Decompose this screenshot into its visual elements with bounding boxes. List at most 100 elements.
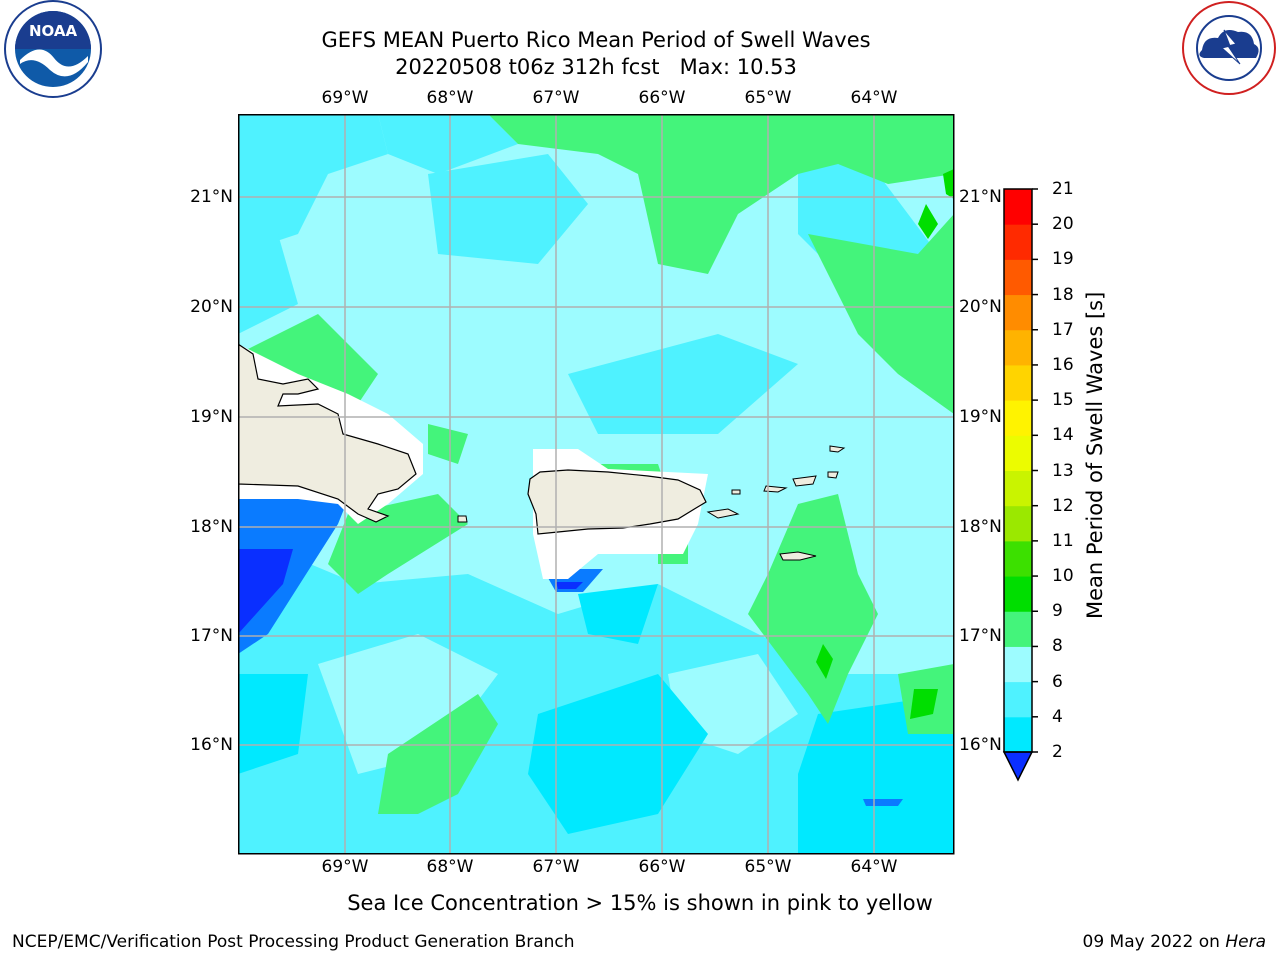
colorbar-segment bbox=[1004, 505, 1032, 542]
swell-region-9-10 bbox=[488, 114, 954, 274]
swell-region-6-8 bbox=[568, 334, 798, 434]
footer-date: 09 May 2022 on bbox=[1082, 932, 1220, 952]
sea-ice-note: Sea Ice Concentration > 15% is shown in … bbox=[347, 891, 933, 915]
lon-tick-top: 65°W bbox=[744, 88, 792, 108]
lat-tick-right: 18°N bbox=[959, 517, 1002, 537]
lon-tick-bottom: 68°W bbox=[426, 857, 474, 877]
colorbar-segment bbox=[1004, 716, 1032, 753]
swell-region-10-11 bbox=[943, 169, 954, 199]
lon-tick-bottom: 65°W bbox=[744, 857, 792, 877]
swell-region-below-2 bbox=[556, 582, 583, 589]
hispaniola-land bbox=[238, 343, 417, 523]
mona-island bbox=[457, 515, 468, 523]
colorbar-segment bbox=[1004, 646, 1032, 683]
colorbar-tick-label: 21 bbox=[1052, 179, 1074, 199]
swell-region-9-10 bbox=[378, 694, 498, 814]
colorbar-tick-label: 2 bbox=[1052, 742, 1063, 762]
colorbar-segment bbox=[1004, 681, 1032, 718]
tortola-island bbox=[792, 475, 817, 487]
lat-tick-left: 19°N bbox=[190, 407, 233, 427]
colorbar-segment bbox=[1004, 224, 1032, 260]
swell-region-9-10 bbox=[748, 494, 878, 724]
colorbar-tick-label: 8 bbox=[1052, 636, 1063, 657]
swell-region-10-11 bbox=[910, 689, 938, 719]
lat-tick-left: 16°N bbox=[190, 735, 233, 755]
colorbar-tick-label: 16 bbox=[1052, 354, 1074, 375]
swell-region-4-6 bbox=[578, 584, 658, 644]
lon-tick-bottom: 69°W bbox=[321, 857, 369, 877]
colorbar-tick-label: 19 bbox=[1052, 249, 1074, 270]
swell-region-2-4 bbox=[238, 499, 348, 654]
footer-machine: Hera bbox=[1225, 932, 1266, 952]
swell-region-9-10 bbox=[428, 424, 468, 464]
map-subtitle: 20220508 t06z 312h fcst Max: 10.53 bbox=[0, 54, 1192, 80]
forecast-cycle: 20220508 t06z 312h fcst bbox=[395, 55, 660, 79]
colorbar-tick-label: 14 bbox=[1052, 425, 1074, 446]
lon-tick-bottom: 67°W bbox=[532, 857, 580, 877]
max-value: Max: 10.53 bbox=[679, 55, 797, 79]
swell-region-10-11 bbox=[918, 204, 938, 239]
swell-region-10-11 bbox=[816, 644, 833, 679]
colorbar-tick-label: 11 bbox=[1052, 530, 1074, 551]
colorbar-tick-label: 6 bbox=[1052, 671, 1063, 692]
lat-tick-right: 21°N bbox=[959, 187, 1002, 207]
st-thomas-island bbox=[763, 485, 788, 493]
lon-tick-top: 67°W bbox=[532, 88, 580, 108]
virgin-gorda-island bbox=[827, 471, 839, 479]
colorbar-segment bbox=[1004, 576, 1032, 612]
noaa-logo-icon: NOAA bbox=[4, 0, 102, 98]
lon-tick-top: 64°W bbox=[850, 88, 898, 108]
colorbar-tick-label: 18 bbox=[1052, 284, 1074, 305]
lon-tick-bottom: 66°W bbox=[638, 857, 686, 877]
map-title: GEFS MEAN Puerto Rico Mean Period of Swe… bbox=[321, 28, 871, 52]
colorbar-title: Mean Period of Swell Waves [s] bbox=[1083, 291, 1107, 619]
nws-logo-icon bbox=[1182, 1, 1276, 95]
noaa-logo-text: NOAA bbox=[29, 22, 78, 40]
lon-tick-bottom: 64°W bbox=[850, 857, 898, 877]
swell-region-9-10 bbox=[808, 214, 954, 414]
lat-tick-right: 16°N bbox=[959, 735, 1002, 755]
colorbar-tick-label: 13 bbox=[1052, 460, 1074, 481]
lon-tick-top: 68°W bbox=[426, 88, 474, 108]
lon-tick-top: 66°W bbox=[638, 88, 686, 108]
map-panel bbox=[238, 114, 955, 855]
footer-left: NCEP/EMC/Verification Post Processing Pr… bbox=[12, 932, 575, 952]
colorbar-segment bbox=[1004, 189, 1032, 225]
anegada-island bbox=[829, 445, 846, 453]
lat-tick-right: 17°N bbox=[959, 626, 1002, 646]
swell-region-6-8 bbox=[378, 114, 518, 174]
colorbar-tick-label: 4 bbox=[1052, 706, 1063, 727]
culebra-island bbox=[731, 489, 741, 495]
footer-right: 09 May 2022 on Hera bbox=[1083, 932, 1267, 952]
colorbar-tick-label: 12 bbox=[1052, 495, 1074, 516]
colorbar-segment bbox=[1004, 294, 1032, 331]
colorbar-tick-label: 9 bbox=[1052, 601, 1063, 622]
colorbar-tick-label: 10 bbox=[1052, 566, 1074, 587]
colorbar-tick-label: 20 bbox=[1052, 214, 1074, 235]
colorbar bbox=[1002, 188, 1038, 782]
lat-tick-left: 17°N bbox=[190, 626, 233, 646]
colorbar-segment bbox=[1004, 329, 1032, 366]
lat-tick-right: 20°N bbox=[959, 297, 1002, 317]
map-frame bbox=[238, 114, 955, 855]
swell-region-below-2 bbox=[238, 549, 293, 634]
lat-tick-left: 21°N bbox=[190, 187, 233, 207]
colorbar-segment bbox=[1004, 540, 1032, 577]
swell-region-2-4 bbox=[863, 799, 903, 806]
swell-region-6-8 bbox=[428, 154, 588, 264]
colorbar-segment bbox=[1004, 435, 1032, 471]
lat-tick-left: 20°N bbox=[190, 297, 233, 317]
colorbar-segment bbox=[1004, 470, 1032, 507]
colorbar-extension bbox=[1002, 751, 1034, 782]
lat-tick-left: 18°N bbox=[190, 517, 233, 537]
swell-region-6-8 bbox=[238, 234, 298, 334]
lat-tick-right: 19°N bbox=[959, 407, 1002, 427]
lon-tick-top: 69°W bbox=[321, 88, 369, 108]
colorbar-segment bbox=[1004, 611, 1032, 647]
graticule bbox=[238, 114, 954, 854]
colorbar-segment bbox=[1004, 364, 1032, 401]
swell-region-6-8 bbox=[238, 114, 388, 254]
colorbar-tick-label: 17 bbox=[1052, 319, 1074, 340]
colorbar-segment bbox=[1004, 259, 1032, 296]
swell-region-9-10 bbox=[238, 314, 378, 404]
